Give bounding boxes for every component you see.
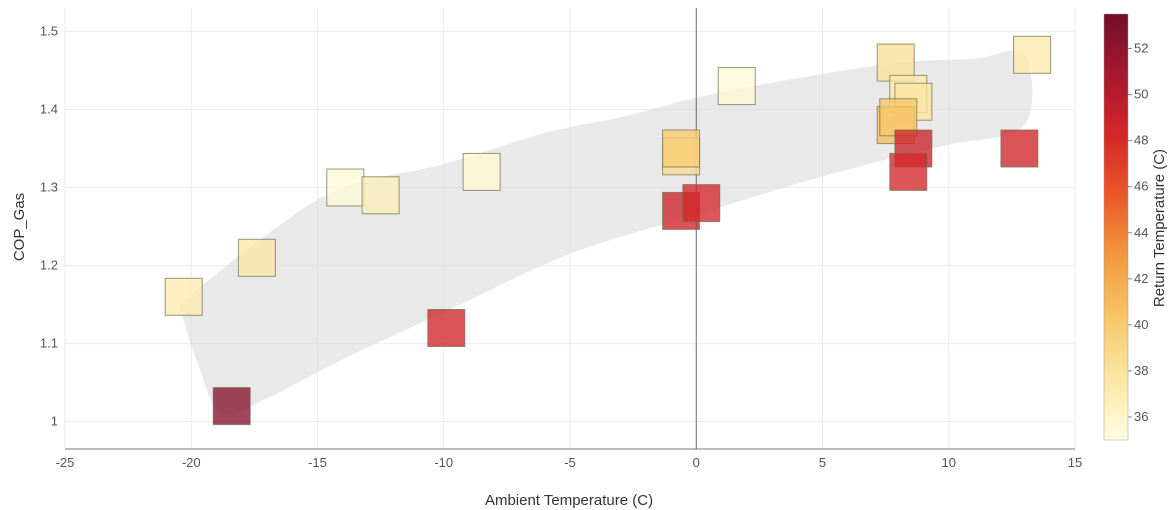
x-tick-label: -15: [308, 455, 327, 470]
y-tick-label: 1.4: [40, 101, 58, 116]
x-tick-label: -20: [182, 455, 201, 470]
tick-labels: -25 -20 -15 -10 -5 0 5 10 15 1 1.1 1.2 1.3 1.4 1.5: [40, 23, 1082, 470]
x-tick-label: 15: [1068, 455, 1082, 470]
confidence-band: [178, 50, 1033, 416]
data-point: [682, 184, 721, 223]
colorbar-tick-label: 48: [1134, 133, 1148, 148]
y-tick-label: 1.5: [40, 23, 58, 38]
colorbar-tick-label: 42: [1134, 271, 1148, 286]
y-tick-label: 1: [51, 414, 58, 429]
y-tick-label: 1.3: [40, 180, 58, 195]
colorbar-tick-label: 36: [1134, 409, 1148, 424]
x-axis-title: Ambient Temperature (C): [485, 492, 653, 509]
data-point: [326, 168, 365, 207]
colorbar-tick-label: 38: [1134, 363, 1148, 378]
data-point: [237, 238, 276, 277]
x-tick-label: 10: [942, 455, 956, 470]
x-tick-label: -10: [434, 455, 453, 470]
x-tick-label: -5: [564, 455, 576, 470]
colorbar-tick-label: 46: [1134, 179, 1148, 194]
x-tick-label: 5: [819, 455, 826, 470]
colorbar-tick-label: 44: [1134, 225, 1148, 240]
data-point: [164, 277, 203, 316]
x-tick-label: -25: [56, 455, 75, 470]
data-point: [212, 387, 251, 426]
band-area: [178, 50, 1033, 416]
data-point: [361, 176, 400, 215]
data-point: [1013, 35, 1052, 74]
data-point: [717, 67, 756, 106]
data-points: [164, 35, 1052, 426]
colorbar-tick-label: 40: [1134, 317, 1148, 332]
data-point: [889, 152, 928, 191]
colorbar-tick-label: 50: [1134, 87, 1148, 102]
data-point: [1000, 129, 1039, 168]
colorbar-title: Return Temperature (C): [1151, 149, 1168, 307]
x-tick-label: 0: [693, 455, 700, 470]
colorbar-tick-label: 52: [1134, 41, 1148, 56]
colorbar-gradient: [1103, 13, 1129, 441]
y-axis-title: COP_Gas: [11, 193, 28, 261]
data-point: [662, 129, 701, 168]
data-point: [427, 309, 466, 347]
colorbar: 36 38 40 42 44 46 48 50 52: [1103, 13, 1148, 441]
y-tick-label: 1.2: [40, 258, 58, 273]
y-tick-label: 1.1: [40, 336, 58, 351]
data-point: [462, 152, 501, 191]
